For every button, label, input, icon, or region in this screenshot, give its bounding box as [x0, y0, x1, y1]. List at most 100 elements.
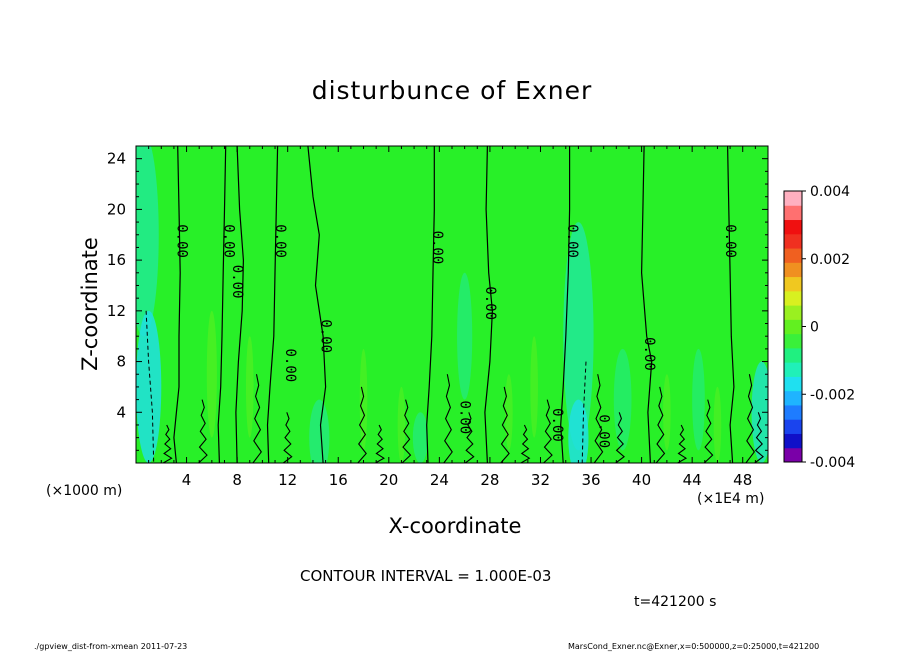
contour-wiggle-6: [401, 399, 412, 463]
y-tick-label-1: 8: [116, 353, 126, 371]
y-tick-label-0: 4: [116, 403, 126, 421]
contour-wiggle-15: [677, 424, 688, 463]
contour-wiggle-11: [543, 399, 553, 463]
colorbar-segment-18: [784, 191, 802, 206]
colorbar-segment-14: [784, 248, 802, 263]
contour-label-13: 0.00: [722, 224, 738, 258]
colorbar-segment-3: [784, 404, 802, 420]
colorbar-segment-11: [784, 290, 802, 306]
field-feature-1: [136, 310, 162, 463]
x-units-label-right: (×1E4 m): [697, 491, 765, 507]
contour-wiggle-17: [745, 374, 755, 463]
field-feature-6: [309, 399, 330, 463]
x-tick-label-9: 40: [632, 471, 651, 489]
y-axis-label: Z-coordinate: [78, 237, 102, 371]
contour-wiggle-10: [520, 424, 531, 463]
contour-wiggle-8: [464, 412, 475, 463]
contour-line-8: [640, 146, 653, 463]
colorbar-segment-15: [784, 233, 802, 249]
contour-lines: [145, 146, 764, 463]
contour-wiggle-4: [357, 386, 367, 463]
x-tick-label-2: 12: [278, 471, 297, 489]
field-feature-5: [751, 361, 768, 463]
contour-wiggle-5: [375, 424, 385, 463]
contour-label-12: 0.00: [641, 337, 657, 371]
x-axis-label: X-coordinate: [388, 514, 522, 538]
colorbar-label-3: -0.002: [810, 387, 855, 403]
contour-label-1: 0.00: [220, 224, 236, 258]
x-tick-label-10: 44: [683, 471, 702, 489]
y-tick-label-2: 12: [107, 302, 126, 320]
contour-line-7: [560, 146, 571, 463]
contour-label-4: 0.00: [282, 349, 298, 383]
field-feature-10: [206, 310, 217, 438]
colorbar-segment-6: [784, 362, 802, 377]
colorbar-segment-7: [784, 347, 802, 363]
colorbar-segment-12: [784, 276, 802, 292]
negative-contour-0: [145, 310, 155, 463]
contour-label-6: 0.00: [429, 231, 445, 265]
field-feature-9: [692, 348, 705, 451]
contour-line-4: [307, 146, 327, 463]
x-axis: 4 8 12 16 20 24 28 32 36 40 44 48: [148, 146, 756, 489]
contour-label-0: 0.00: [174, 224, 190, 258]
x-tick-label-8: 36: [581, 471, 600, 489]
field-background: [136, 146, 768, 463]
field-feature-7: [412, 412, 428, 463]
field-feature-3: [568, 399, 589, 463]
contour-line-9: [727, 146, 735, 463]
colorbar-segment-9: [784, 319, 802, 335]
colorbar-segment-0: [784, 447, 802, 463]
field-feature-12: [359, 348, 368, 451]
colorbar-segment-4: [784, 390, 802, 406]
contour-labels: 0.00 0.00 0.00 0.00 0.00 0.00 0.00 0.00 0.00 0.00…: [174, 224, 739, 448]
field-feature-11: [245, 336, 254, 438]
footer-file-info: MarsCond_Exner.nc@Exner,x=0:500000,z=0:2…: [568, 642, 820, 651]
contour-label-8: 0.00: [482, 286, 498, 320]
y-tick-label-4: 20: [107, 200, 126, 218]
colorbar-segment-5: [784, 376, 802, 392]
field-feature-4: [457, 272, 473, 400]
colorbar: 0.004 0.002 0 -0.002 -0.004: [783, 184, 855, 471]
colorbar-segment-17: [784, 205, 802, 221]
contour-label-10: 0.00: [549, 408, 565, 442]
colorbar-label-2: 0: [810, 320, 819, 336]
field-feature-16: [663, 374, 671, 451]
contour-interval-text: CONTOUR INTERVAL = 1.000E-03: [300, 567, 552, 585]
time-stamp: t=421200 s: [634, 594, 717, 610]
x-tick-label-0: 4: [182, 471, 192, 489]
contour-line-0: [173, 146, 181, 463]
field-feature-8: [613, 348, 632, 451]
y-tick-label-3: 16: [107, 251, 126, 269]
field-feature-14: [505, 374, 513, 451]
x-tick-label-3: 16: [329, 471, 348, 489]
contour-wiggle-9: [500, 386, 510, 463]
contour-wiggle-2: [252, 374, 262, 463]
x-tick-label-4: 20: [379, 471, 398, 489]
contour-label-7: 0.00: [457, 400, 473, 434]
field-feature-15: [530, 336, 538, 438]
colorbar-label-1: 0.002: [810, 252, 850, 268]
x-tick-label-6: 28: [480, 471, 499, 489]
negative-contour-1: [581, 361, 587, 463]
contour-wiggle-7: [443, 374, 453, 463]
plot-field: [136, 146, 768, 463]
contour-label-9: 0.00: [564, 224, 580, 258]
contour-wiggle-16: [703, 399, 714, 463]
colorbar-label-4: -0.004: [810, 455, 855, 471]
footer-script-info: ./gpview_dist-from-xmean 2011-07-23: [34, 642, 188, 651]
colorbar-segment-13: [784, 262, 802, 278]
contour-line-6: [484, 146, 494, 463]
contour-line-5: [426, 146, 435, 463]
contour-label-5: 0.00: [318, 319, 334, 353]
x-tick-label-1: 8: [232, 471, 242, 489]
colorbar-segment-10: [784, 305, 802, 320]
x-tick-label-7: 32: [531, 471, 550, 489]
contour-label-3: 0.00: [272, 224, 288, 258]
colorbar-segment-8: [784, 333, 802, 349]
field-feature-2: [563, 222, 594, 451]
contour-line-2: [235, 146, 245, 463]
contour-wiggle-1: [198, 399, 208, 463]
colorbar-label-0: 0.004: [810, 184, 850, 200]
